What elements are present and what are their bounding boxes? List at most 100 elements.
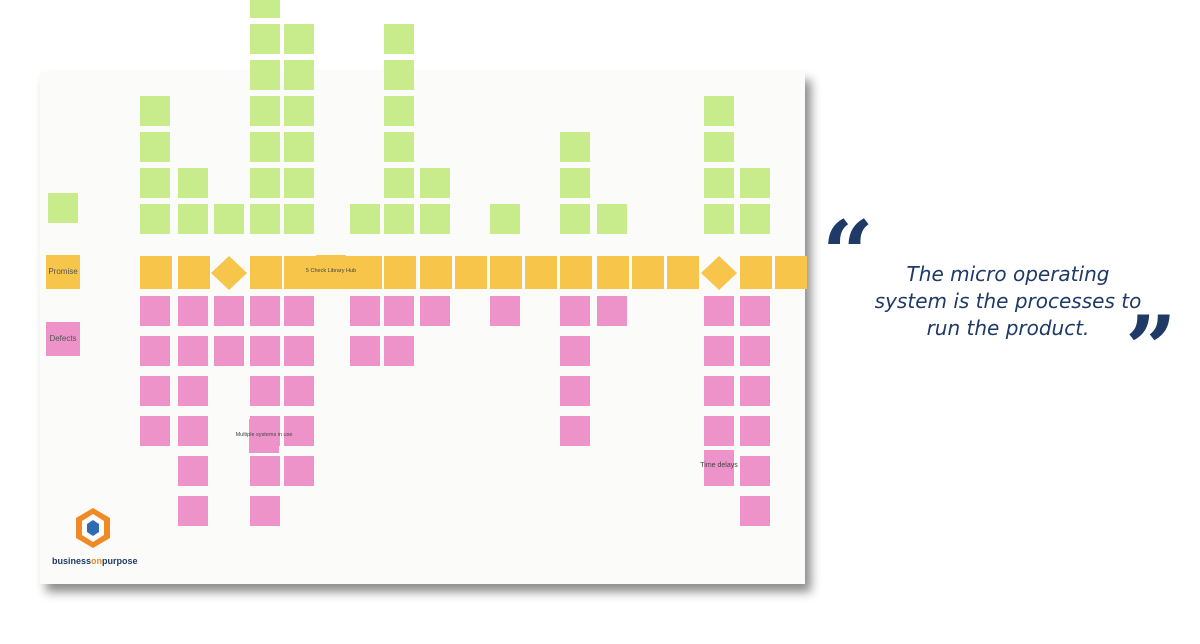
pink-note <box>250 296 280 326</box>
green-note <box>740 168 770 198</box>
green-note <box>284 132 314 162</box>
green-note <box>284 96 314 126</box>
pink-note <box>740 496 770 526</box>
green-note <box>560 204 590 234</box>
yellow-note <box>740 256 772 289</box>
pink-note <box>350 296 380 326</box>
green-note <box>48 193 78 223</box>
pink-note <box>284 296 314 326</box>
green-note <box>250 168 280 198</box>
green-note <box>284 24 314 54</box>
green-note <box>560 168 590 198</box>
pink-note <box>214 296 244 326</box>
pink-note <box>560 416 590 446</box>
quote-mark-close: ” <box>1125 296 1177 402</box>
pink-note <box>740 456 770 486</box>
logo-text: businessonpurpose <box>52 556 138 566</box>
yellow-note <box>350 256 382 289</box>
pink-note <box>250 496 280 526</box>
green-note <box>140 204 170 234</box>
yellow-note <box>140 256 172 289</box>
quote-line: The micro operating <box>907 262 1110 286</box>
green-note <box>560 132 590 162</box>
green-note <box>284 168 314 198</box>
green-note <box>704 132 734 162</box>
pink-note <box>704 416 734 446</box>
pink-note <box>178 456 208 486</box>
green-note <box>597 204 627 234</box>
green-note <box>704 204 734 234</box>
pink-note <box>597 296 627 326</box>
pink-note <box>250 376 280 406</box>
logo: businessonpurpose <box>52 508 138 566</box>
green-note <box>250 96 280 126</box>
pink-note <box>704 336 734 366</box>
note-text: Time delays <box>700 462 738 469</box>
pink-note <box>140 336 170 366</box>
yellow-note <box>560 256 592 289</box>
yellow-note <box>597 256 629 289</box>
yellow-note <box>178 256 210 289</box>
green-note <box>420 204 450 234</box>
pink-note <box>740 296 770 326</box>
pink-note <box>284 456 314 486</box>
green-note <box>384 204 414 234</box>
green-note <box>490 204 520 234</box>
green-note <box>384 168 414 198</box>
yellow-note <box>490 256 522 289</box>
green-note <box>178 168 208 198</box>
yellow-note <box>667 256 699 289</box>
note-text: 5 Check Library Hub <box>306 268 356 274</box>
note-text: Multiple systems in use <box>236 432 293 438</box>
row-label: Promise <box>48 267 78 276</box>
green-note <box>420 168 450 198</box>
quote-line: system is the processes to <box>875 289 1142 313</box>
green-note <box>140 96 170 126</box>
pink-note <box>250 336 280 366</box>
pink-note <box>350 336 380 366</box>
green-note <box>250 60 280 90</box>
row-label: Defects <box>49 334 76 343</box>
pink-note <box>140 296 170 326</box>
pink-note <box>740 376 770 406</box>
pink-note <box>490 296 520 326</box>
pink-note <box>250 456 280 486</box>
decision-diamond <box>701 256 737 290</box>
green-note <box>284 60 314 90</box>
pink-note <box>560 296 590 326</box>
pink-note <box>140 376 170 406</box>
yellow-note <box>46 255 80 289</box>
green-note <box>140 132 170 162</box>
green-note <box>284 204 314 234</box>
green-note <box>250 204 280 234</box>
pink-note <box>704 450 734 484</box>
green-note <box>384 24 414 54</box>
pink-note <box>740 336 770 366</box>
green-note <box>740 204 770 234</box>
pink-note <box>740 416 770 446</box>
yellow-note <box>250 256 282 289</box>
pink-note <box>178 376 208 406</box>
pink-note <box>284 336 314 366</box>
pink-note <box>178 416 208 446</box>
pink-note <box>46 322 80 356</box>
yellow-note <box>384 256 416 289</box>
quote-line: run the product. <box>927 316 1090 340</box>
green-note <box>384 132 414 162</box>
pink-note <box>178 296 208 326</box>
yellow-note <box>525 256 557 289</box>
yellow-note <box>455 256 487 289</box>
pink-note <box>560 336 590 366</box>
green-note <box>214 204 244 234</box>
decision-diamond <box>211 256 247 290</box>
green-note <box>704 168 734 198</box>
pink-note <box>704 296 734 326</box>
green-note <box>350 204 380 234</box>
green-note <box>250 0 280 18</box>
pink-note <box>178 496 208 526</box>
green-note <box>384 60 414 90</box>
green-note <box>384 96 414 126</box>
logo-hex-core <box>87 520 99 536</box>
